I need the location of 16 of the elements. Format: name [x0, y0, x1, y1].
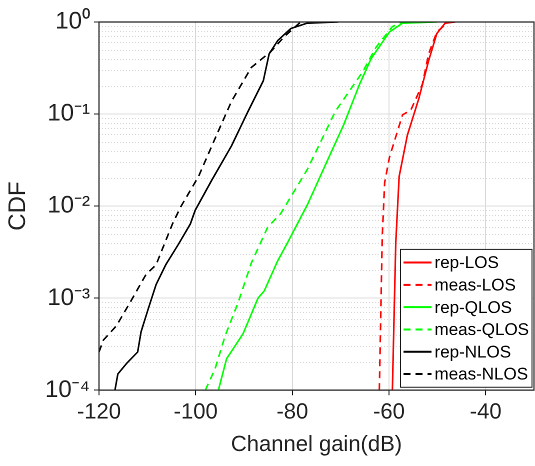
y-tick-label: 10⁻³ [47, 284, 90, 311]
y-tick-label: 10⁰ [55, 8, 90, 35]
y-axis-title: CDF [4, 181, 32, 231]
legend-label: rep-LOS [434, 253, 499, 272]
legend-label: meas-NLOS [434, 364, 528, 384]
x-tick-label: -80 [276, 398, 308, 424]
legend-label: meas-QLOS [434, 320, 530, 340]
legend-label: rep-QLOS [434, 298, 512, 317]
y-tick-label: 10⁻¹ [47, 100, 90, 127]
y-tick-label: 10⁻² [47, 192, 90, 219]
x-axis-title: Channel gain(dB) [230, 430, 402, 456]
x-tick-label: -100 [174, 398, 218, 424]
legend-label: rep-NLOS [434, 342, 512, 362]
x-tick-label: -60 [373, 398, 405, 424]
legend-label: meas-LOS [434, 276, 516, 295]
x-tick-label: -40 [470, 398, 502, 424]
